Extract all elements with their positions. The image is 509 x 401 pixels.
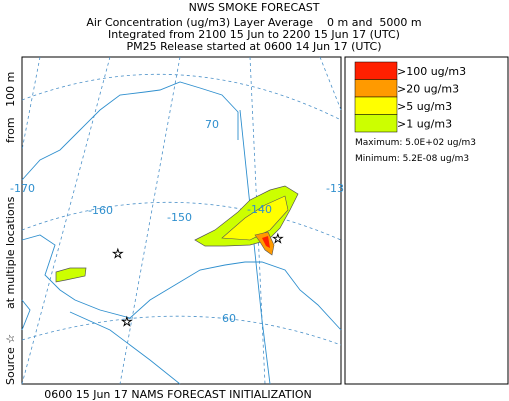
coastline: [21, 234, 342, 331]
map: ☆ ☆ ☆ -170 -160 -150 -140 -130 70 60: [10, 56, 351, 385]
latitude-line: [21, 201, 342, 241]
legend-label: >5 ug/m3: [397, 100, 452, 113]
side-label-part: from 100 m: [4, 72, 17, 143]
smoke-plume: [221, 195, 289, 241]
minimum-label: Minimum: 5.2E-08 ug/m3: [355, 154, 469, 164]
maximum-label: Maximum: 5.0E+02 ug/m3: [355, 138, 476, 148]
grid-label: -160: [88, 204, 113, 217]
smoke-plume: [194, 185, 299, 247]
coastline: [69, 311, 181, 385]
coastline: [21, 81, 239, 181]
coastline: [21, 299, 31, 331]
source-star: ☆: [112, 247, 124, 262]
legend-swatch: [354, 61, 398, 80]
side-label: Source ☆ at multiple locations from 100 …: [4, 72, 17, 385]
latitude-line: [21, 73, 342, 121]
smoke-plume: [55, 267, 87, 283]
side-label-part: at multiple locations: [4, 196, 17, 309]
subtitle: PM25 Release started at 0600 14 Jun 17 (…: [126, 40, 381, 53]
subtitle: Integrated from 2100 15 Jun to 2200 15 J…: [108, 28, 400, 41]
smoke-plume: [262, 236, 270, 248]
source-star: ☆: [272, 232, 284, 247]
legend-label: >1 ug/m3: [397, 118, 452, 131]
side-label-part: Source ☆: [4, 334, 17, 385]
longitude-line: [119, 56, 181, 385]
grid-label: -170: [10, 182, 35, 195]
border: [239, 109, 271, 385]
subtitle: Air Concentration (ug/m3) Layer Average …: [86, 16, 421, 29]
legend-swatch: [354, 96, 398, 115]
legend-label: >20 ug/m3: [397, 83, 459, 96]
grid-label: 60: [222, 312, 236, 325]
grid-label: -150: [167, 211, 192, 224]
footer: 0600 15 Jun 17 NAMS FORECAST INITIALIZAT…: [44, 388, 312, 401]
legend: >100 ug/m3 >20 ug/m3 >5 ug/m3 >1 ug/m3: [354, 61, 466, 133]
longitude-line: [21, 56, 41, 151]
latitude-line: [21, 315, 342, 346]
grid-label: 70: [205, 118, 219, 131]
source-star: ☆: [121, 315, 133, 330]
smoke-plume: [254, 231, 275, 256]
grid-label: -140: [247, 203, 272, 216]
longitude-line: [21, 56, 111, 385]
legend-swatch: [354, 79, 398, 98]
title: NWS SMOKE FORECAST: [189, 1, 320, 14]
legend-label: >100 ug/m3: [397, 65, 466, 78]
legend-swatch: [354, 114, 398, 133]
